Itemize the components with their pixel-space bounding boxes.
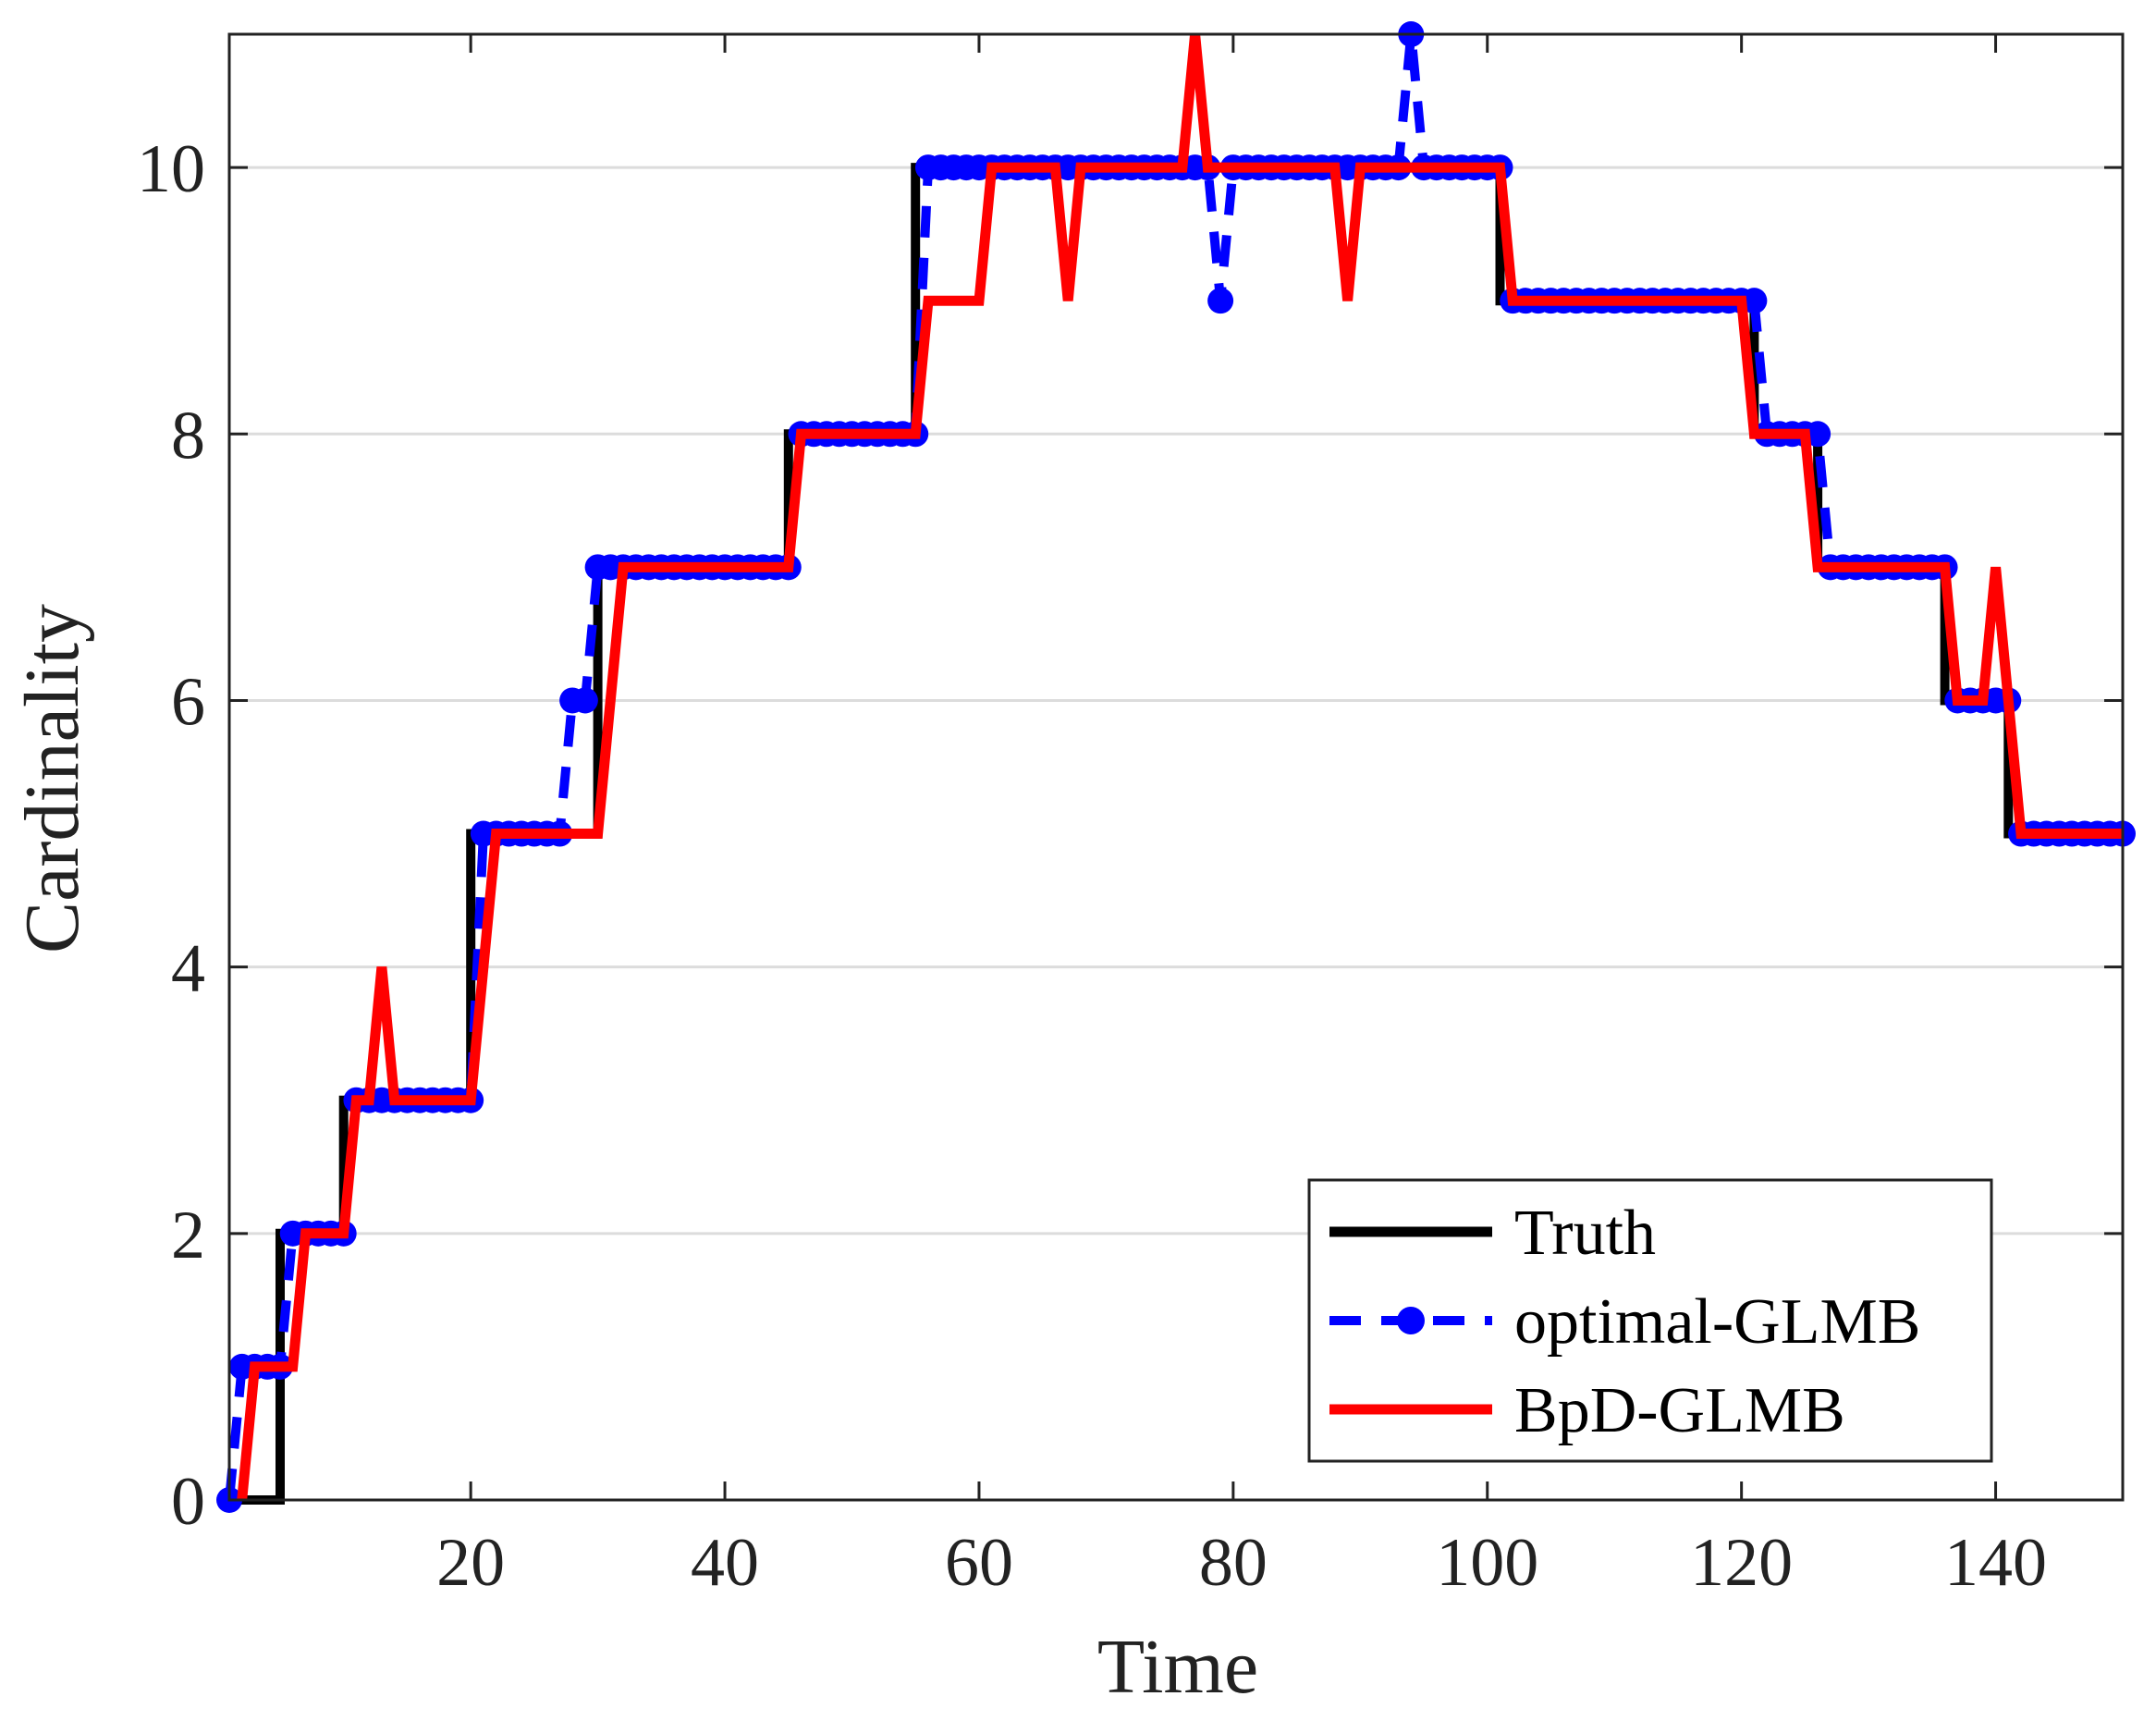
tick-labels: 20 40 60 80 100 120 140 0 2 4 6 8 10 [137,131,2047,1601]
legend: Truth optimal-GLMB BpD-GLMB [1307,1178,1993,1463]
legend-label: optimal-GLMB [1514,1286,1920,1358]
legend-entry: optimal-GLMB [1329,1286,1920,1358]
plot-series [216,21,2136,1513]
data-point [571,687,598,714]
x-tick-label: 60 [945,1525,1013,1601]
x-tick-label: 140 [1944,1525,2047,1601]
y-axis-label: Cardinality [9,604,95,953]
legend-label: BpD-GLMB [1514,1375,1845,1446]
x-tick-label: 100 [1436,1525,1538,1601]
legend-marker [1397,1307,1425,1334]
x-axis-label: Time [1097,1624,1258,1710]
y-tick-label: 0 [171,1464,205,1540]
data-point [1741,288,1768,314]
x-tick-label: 80 [1199,1525,1268,1601]
y-tick-label: 10 [137,131,205,207]
x-tick-label: 20 [436,1525,505,1601]
legend-entry: Truth [1329,1198,1656,1269]
legend-entry: BpD-GLMB [1329,1375,1845,1446]
y-tick-label: 2 [171,1198,205,1273]
data-point [1805,421,1831,448]
y-tick-label: 6 [171,664,205,740]
data-point [1207,288,1234,314]
axes [227,32,2125,1502]
x-tick-label: 120 [1690,1525,1793,1601]
x-tick-label: 40 [691,1525,759,1601]
legend-label: Truth [1514,1198,1656,1269]
axes-box [227,32,2125,1502]
y-tick-label: 4 [171,931,205,1007]
series-line-2 [237,33,2123,1501]
y-tick-label: 8 [171,398,205,473]
